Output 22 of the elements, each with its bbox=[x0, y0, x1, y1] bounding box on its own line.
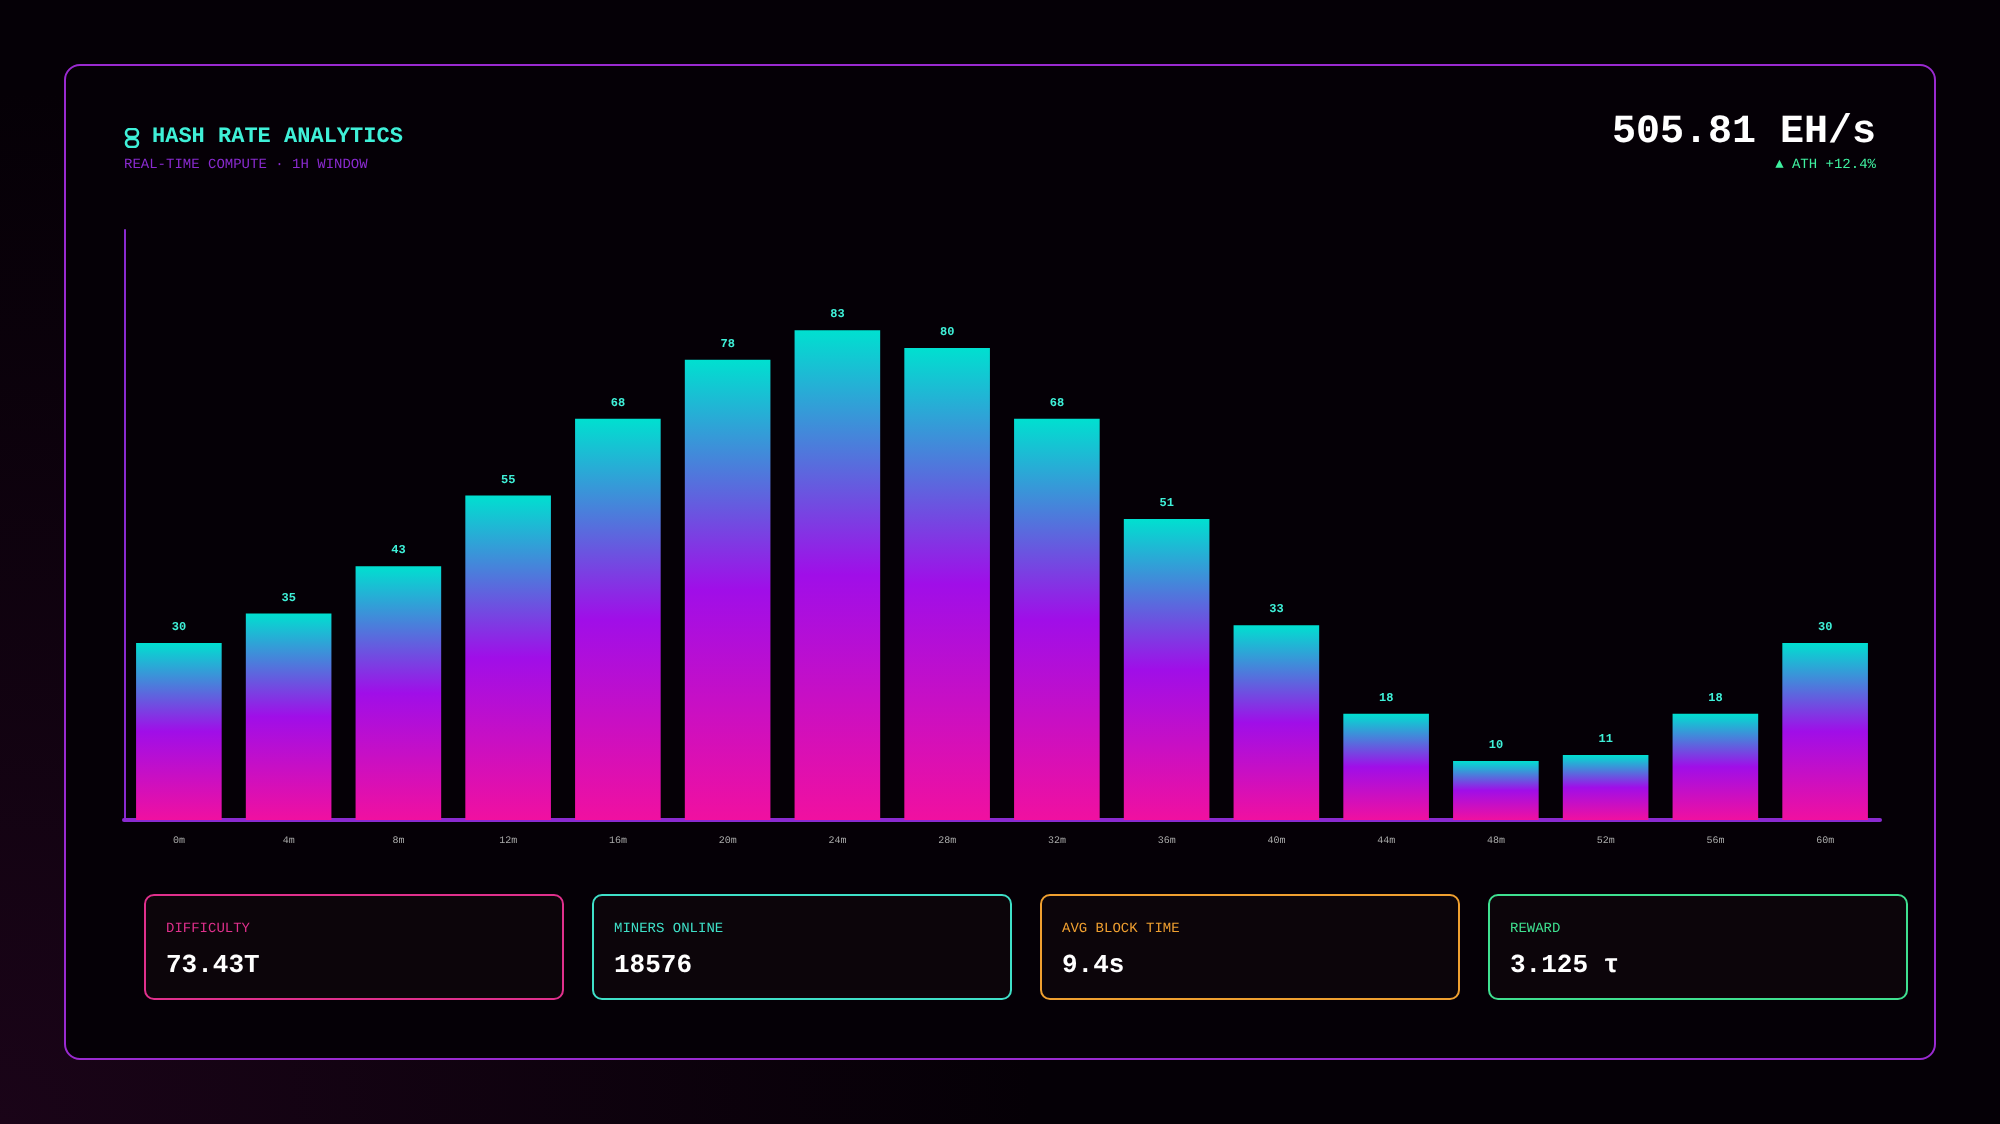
bar bbox=[575, 418, 661, 820]
bar bbox=[136, 643, 222, 820]
bar bbox=[684, 359, 771, 820]
bar bbox=[1562, 755, 1649, 820]
bar bbox=[904, 348, 990, 820]
bar bbox=[1123, 519, 1210, 820]
bar bbox=[1014, 418, 1100, 820]
bar bbox=[794, 330, 881, 820]
text: 9.4s bbox=[1062, 950, 1125, 980]
bar bbox=[1672, 713, 1759, 820]
bar bbox=[1453, 761, 1539, 820]
bar bbox=[465, 495, 551, 820]
chart-title: HASH RATE ANALYTICS bbox=[152, 126, 403, 150]
text: 73.43T bbox=[166, 950, 260, 980]
bar bbox=[355, 566, 442, 820]
text: 505.81 EH/s bbox=[1611, 110, 1876, 156]
bar bbox=[1343, 713, 1429, 820]
bar bbox=[245, 613, 332, 820]
text: 3.125 τ bbox=[1510, 950, 1620, 980]
bar bbox=[1782, 643, 1868, 820]
bar bbox=[1233, 625, 1320, 820]
text: 18576 bbox=[614, 950, 693, 980]
